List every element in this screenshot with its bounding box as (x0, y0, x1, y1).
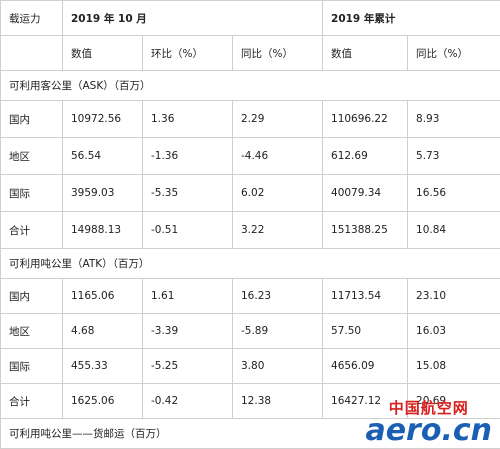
data-cell: 6.02 (233, 175, 323, 212)
data-cell: 4656.09 (323, 349, 408, 384)
section-row: 可利用吨公里（ATK）（百万） (1, 249, 500, 279)
row-label: 合计 (1, 384, 63, 419)
data-cell: 16.23 (233, 279, 323, 314)
row-label: 合计 (1, 212, 63, 249)
data-cell: 14988.13 (63, 212, 143, 249)
data-cell: 612.69 (323, 138, 408, 175)
column-header: 同比（%） (233, 36, 323, 71)
data-cell: 12.38 (233, 384, 323, 419)
data-cell: 110696.22 (323, 101, 408, 138)
data-cell: 56.54 (63, 138, 143, 175)
data-cell: -1.36 (143, 138, 233, 175)
data-cell: 57.50 (323, 314, 408, 349)
data-cell: 3959.03 (63, 175, 143, 212)
data-cell: 5.73 (408, 138, 500, 175)
data-cell: 40079.34 (323, 175, 408, 212)
row-label: 国内 (1, 101, 63, 138)
data-cell: 455.33 (63, 349, 143, 384)
data-cell: -0.42 (143, 384, 233, 419)
column-header: 数值 (63, 36, 143, 71)
data-cell: 2.29 (233, 101, 323, 138)
data-cell: 16.56 (408, 175, 500, 212)
data-cell: 4.68 (63, 314, 143, 349)
data-cell: 10972.56 (63, 101, 143, 138)
data-cell: 3.80 (233, 349, 323, 384)
data-cell: 1625.06 (63, 384, 143, 419)
row-label: 地区 (1, 314, 63, 349)
header-row: 载运力 2019 年 10 月 2019 年累计 (1, 1, 500, 36)
column-header: 数值 (323, 36, 408, 71)
data-cell: 151388.25 (323, 212, 408, 249)
data-cell: 10.84 (408, 212, 500, 249)
row-label: 国际 (1, 349, 63, 384)
data-cell: -4.46 (233, 138, 323, 175)
data-cell: 11713.54 (323, 279, 408, 314)
column-header: 环比（%） (143, 36, 233, 71)
row-label: 国内 (1, 279, 63, 314)
data-cell: 3.22 (233, 212, 323, 249)
data-cell: -5.89 (233, 314, 323, 349)
row-label: 国际 (1, 175, 63, 212)
data-cell: -5.25 (143, 349, 233, 384)
row-label: 地区 (1, 138, 63, 175)
data-cell: 15.08 (408, 349, 500, 384)
data-cell: 1.36 (143, 101, 233, 138)
data-cell: 1165.06 (63, 279, 143, 314)
data-cell: -5.35 (143, 175, 233, 212)
watermark: 中国航空网 aero.cn (365, 401, 492, 446)
data-cell: 16.03 (408, 314, 500, 349)
data-cell: -3.39 (143, 314, 233, 349)
section-title: 可利用客公里（ASK）（百万） (1, 71, 500, 101)
column-header-row: 数值环比（%）同比（%）数值同比（%） (1, 36, 500, 71)
data-cell: 23.10 (408, 279, 500, 314)
watermark-en: aero.cn (365, 416, 492, 446)
data-cell: 1.61 (143, 279, 233, 314)
empty-cell (1, 36, 63, 71)
corner-cell: 载运力 (1, 1, 63, 36)
group-header: 2019 年 10 月 (63, 1, 323, 36)
section-row: 可利用客公里（ASK）（百万） (1, 71, 500, 101)
data-cell: 8.93 (408, 101, 500, 138)
section-title: 可利用吨公里（ATK）（百万） (1, 249, 500, 279)
group-header: 2019 年累计 (323, 1, 500, 36)
data-cell: -0.51 (143, 212, 233, 249)
column-header: 同比（%） (408, 36, 500, 71)
